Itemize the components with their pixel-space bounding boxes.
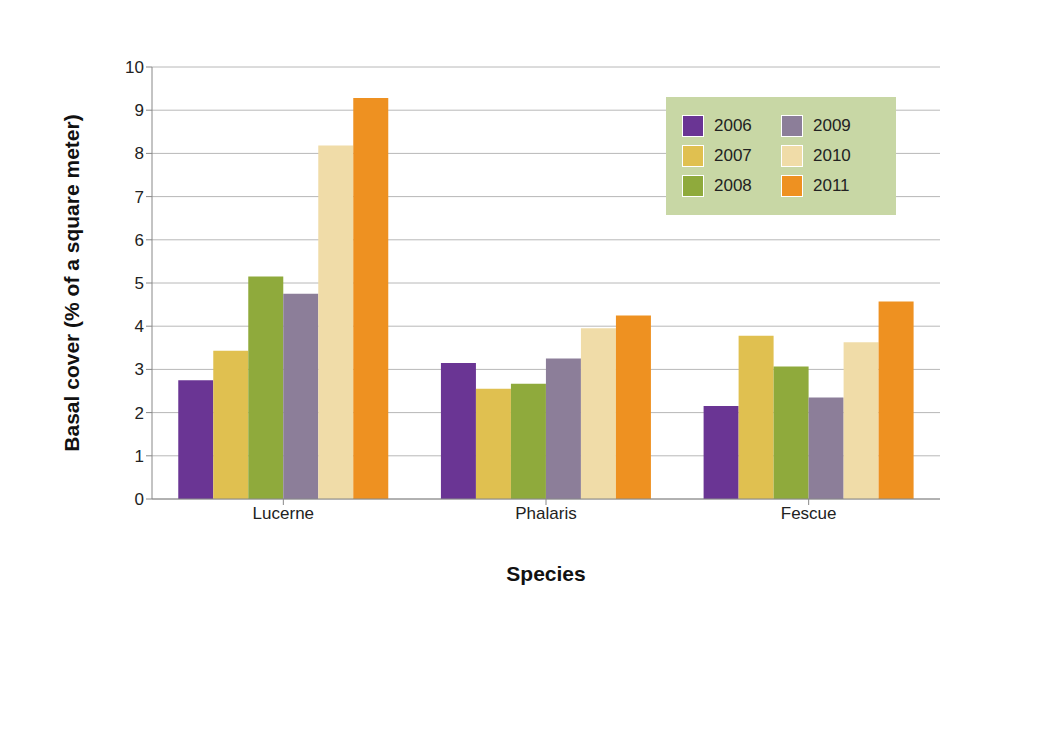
svg-text:9: 9 xyxy=(135,101,144,120)
svg-text:10: 10 xyxy=(125,58,144,77)
svg-text:Fescue: Fescue xyxy=(781,504,837,523)
svg-text:2: 2 xyxy=(135,404,144,423)
svg-text:3: 3 xyxy=(135,360,144,379)
html-text:2007: 2007 xyxy=(714,146,752,165)
svg-text:7: 7 xyxy=(135,188,144,207)
svg-text:4: 4 xyxy=(135,317,144,336)
html-text:2011: 2011 xyxy=(813,176,850,195)
html-text:2010: 2010 xyxy=(813,146,851,165)
svg-text:8: 8 xyxy=(135,144,144,163)
svg-text:5: 5 xyxy=(135,274,144,293)
svg-text:6: 6 xyxy=(135,231,144,250)
svg-text:Lucerne: Lucerne xyxy=(253,504,314,523)
html-text:2009: 2009 xyxy=(813,116,851,135)
svg-text:0: 0 xyxy=(135,490,144,509)
html-text:2008: 2008 xyxy=(714,176,752,195)
svg-text:Basal cover (% of a square met: Basal cover (% of a square meter) xyxy=(60,114,83,451)
html-text:2006: 2006 xyxy=(714,116,752,135)
svg-text:1: 1 xyxy=(135,447,144,466)
svg-text:Species: Species xyxy=(506,562,585,585)
svg-text:Phalaris: Phalaris xyxy=(515,504,576,523)
